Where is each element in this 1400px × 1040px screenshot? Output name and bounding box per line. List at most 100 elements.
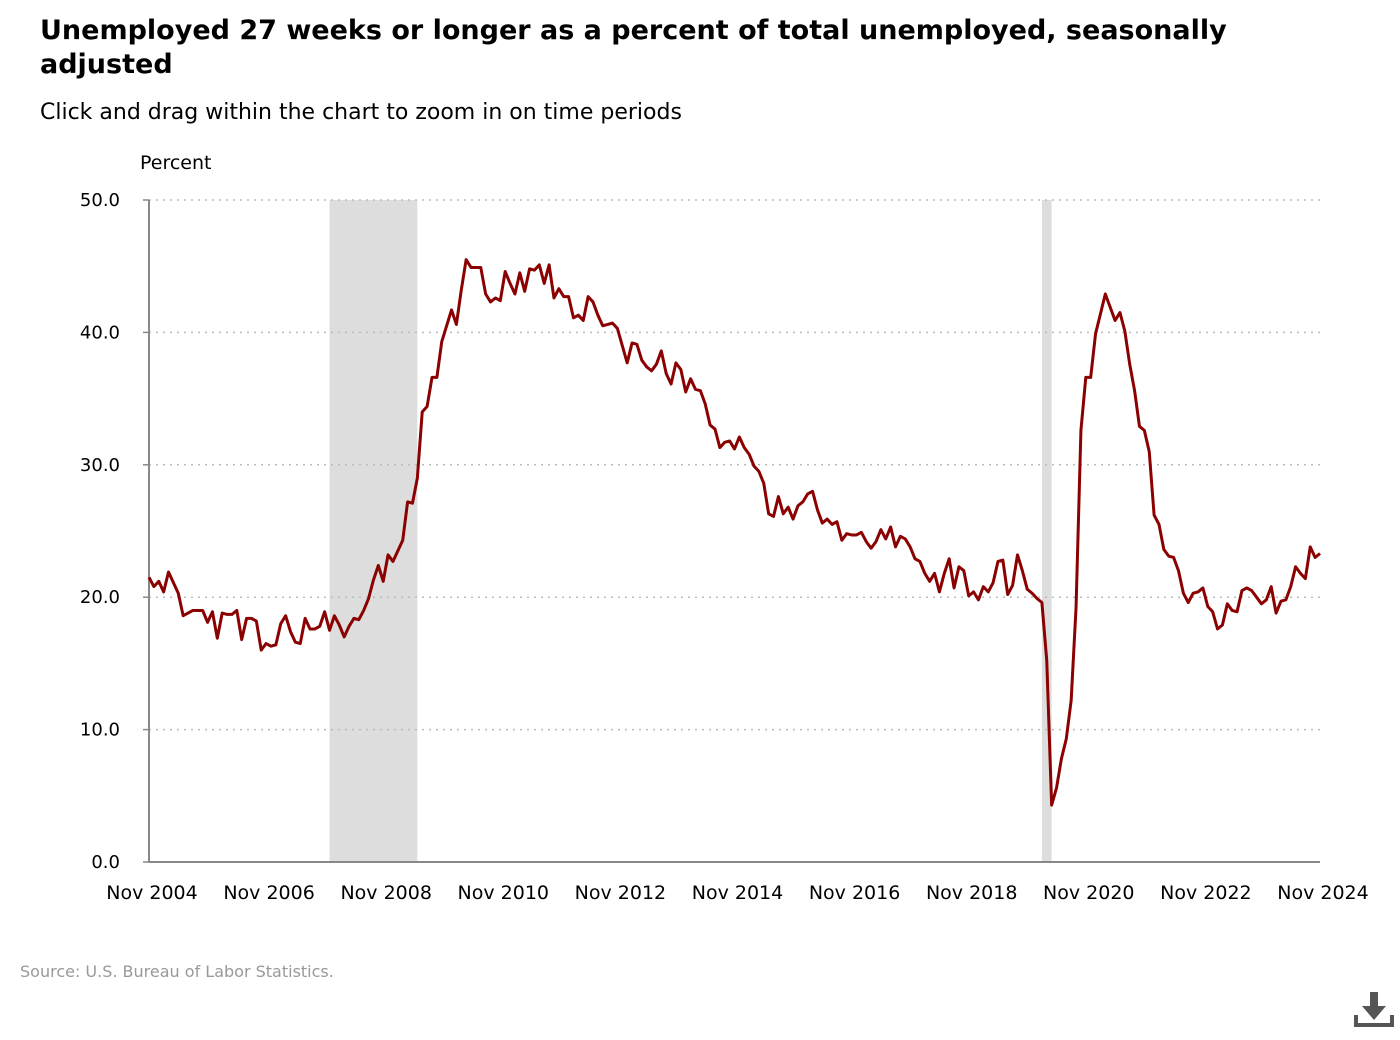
data-point[interactable] [155, 577, 163, 585]
data-point[interactable] [379, 577, 387, 585]
data-point[interactable] [335, 621, 343, 629]
data-point[interactable] [1077, 426, 1085, 434]
data-point[interactable] [252, 617, 260, 625]
data-point[interactable] [623, 359, 631, 367]
data-point[interactable] [731, 445, 739, 453]
data-point[interactable] [272, 641, 280, 649]
data-point[interactable] [892, 543, 900, 551]
data-point[interactable] [872, 538, 880, 546]
data-point[interactable] [857, 528, 865, 536]
data-point[interactable] [940, 569, 948, 577]
data-point[interactable] [257, 646, 265, 654]
data-point[interactable] [321, 608, 329, 616]
data-point[interactable] [1150, 511, 1158, 519]
data-point[interactable] [355, 616, 363, 624]
data-point[interactable] [1175, 567, 1183, 575]
data-point[interactable] [174, 589, 182, 597]
data-point[interactable] [833, 518, 841, 526]
data-point[interactable] [1087, 373, 1095, 381]
data-point[interactable] [740, 444, 748, 452]
data-point[interactable] [204, 618, 212, 626]
data-point[interactable] [760, 479, 768, 487]
data-point[interactable] [208, 608, 216, 616]
data-point[interactable] [1101, 290, 1109, 298]
data-point[interactable] [745, 450, 753, 458]
data-point[interactable] [662, 369, 670, 377]
data-point[interactable] [1013, 551, 1021, 559]
data-point[interactable] [1126, 360, 1134, 368]
data-point[interactable] [638, 356, 646, 364]
data-point[interactable] [501, 268, 509, 276]
data-point[interactable] [555, 285, 563, 293]
data-point[interactable] [1209, 608, 1217, 616]
data-point[interactable] [1267, 583, 1275, 591]
data-point[interactable] [970, 588, 978, 596]
data-point[interactable] [882, 535, 890, 543]
data-point[interactable] [1072, 604, 1080, 612]
data-point[interactable] [389, 557, 397, 565]
data-point[interactable] [877, 526, 885, 534]
data-point[interactable] [887, 523, 895, 531]
data-point[interactable] [384, 551, 392, 559]
data-point[interactable] [672, 359, 680, 367]
data-point[interactable] [989, 579, 997, 587]
data-point[interactable] [784, 503, 792, 511]
data-point[interactable] [535, 261, 543, 269]
data-point[interactable] [1062, 735, 1070, 743]
data-point[interactable] [374, 561, 382, 569]
data-point[interactable] [1282, 596, 1290, 604]
data-point[interactable] [282, 612, 290, 620]
data-point[interactable] [477, 264, 485, 272]
data-point[interactable] [1121, 327, 1129, 335]
data-point[interactable] [287, 628, 295, 636]
data-point[interactable] [330, 612, 338, 620]
line-chart[interactable]: Percent 0.0 10.0 20.0 30.0 40.0 50.0 Nov 2004… [0, 0, 1400, 940]
data-point[interactable] [974, 596, 982, 604]
data-point[interactable] [1106, 303, 1114, 311]
download-button[interactable] [1352, 990, 1396, 1034]
data-point[interactable] [413, 474, 421, 482]
data-point[interactable] [931, 569, 939, 577]
data-point[interactable] [921, 569, 929, 577]
data-point[interactable] [1233, 608, 1241, 616]
data-point[interactable] [618, 342, 626, 350]
data-point[interactable] [496, 297, 504, 305]
data-point[interactable] [1038, 599, 1046, 607]
data-point[interactable] [233, 606, 241, 614]
data-point[interactable] [365, 595, 373, 603]
data-point[interactable] [867, 544, 875, 552]
data-point[interactable] [945, 555, 953, 563]
data-point[interactable] [950, 584, 958, 592]
data-point[interactable] [506, 279, 514, 287]
data-point[interactable] [238, 636, 246, 644]
data-point[interactable] [789, 515, 797, 523]
data-point[interactable] [545, 261, 553, 269]
data-point[interactable] [809, 487, 817, 495]
data-point[interactable] [1140, 426, 1148, 434]
data-point[interactable] [1301, 575, 1309, 583]
data-point[interactable] [277, 620, 285, 628]
data-point[interactable] [516, 269, 524, 277]
data-point[interactable] [399, 536, 407, 544]
data-point[interactable] [960, 567, 968, 575]
data-point[interactable] [579, 316, 587, 324]
data-point[interactable] [1248, 587, 1256, 595]
data-point[interactable] [540, 279, 548, 287]
data-point[interactable] [735, 433, 743, 441]
data-point[interactable] [838, 536, 846, 544]
data-point[interactable] [511, 290, 519, 298]
data-point[interactable] [345, 622, 353, 630]
data-point[interactable] [1179, 589, 1187, 597]
data-point[interactable] [1253, 593, 1261, 601]
data-point[interactable] [301, 614, 309, 622]
data-point[interactable] [1170, 553, 1178, 561]
data-point[interactable] [1057, 755, 1065, 763]
series-line-1[interactable] [147, 258, 1321, 807]
data-point[interactable] [1292, 563, 1300, 571]
data-point[interactable] [1048, 801, 1056, 809]
data-point[interactable] [701, 400, 709, 408]
data-point[interactable] [1043, 657, 1051, 665]
data-point[interactable] [408, 499, 416, 507]
data-point[interactable] [1223, 600, 1231, 608]
data-point[interactable] [326, 626, 334, 634]
